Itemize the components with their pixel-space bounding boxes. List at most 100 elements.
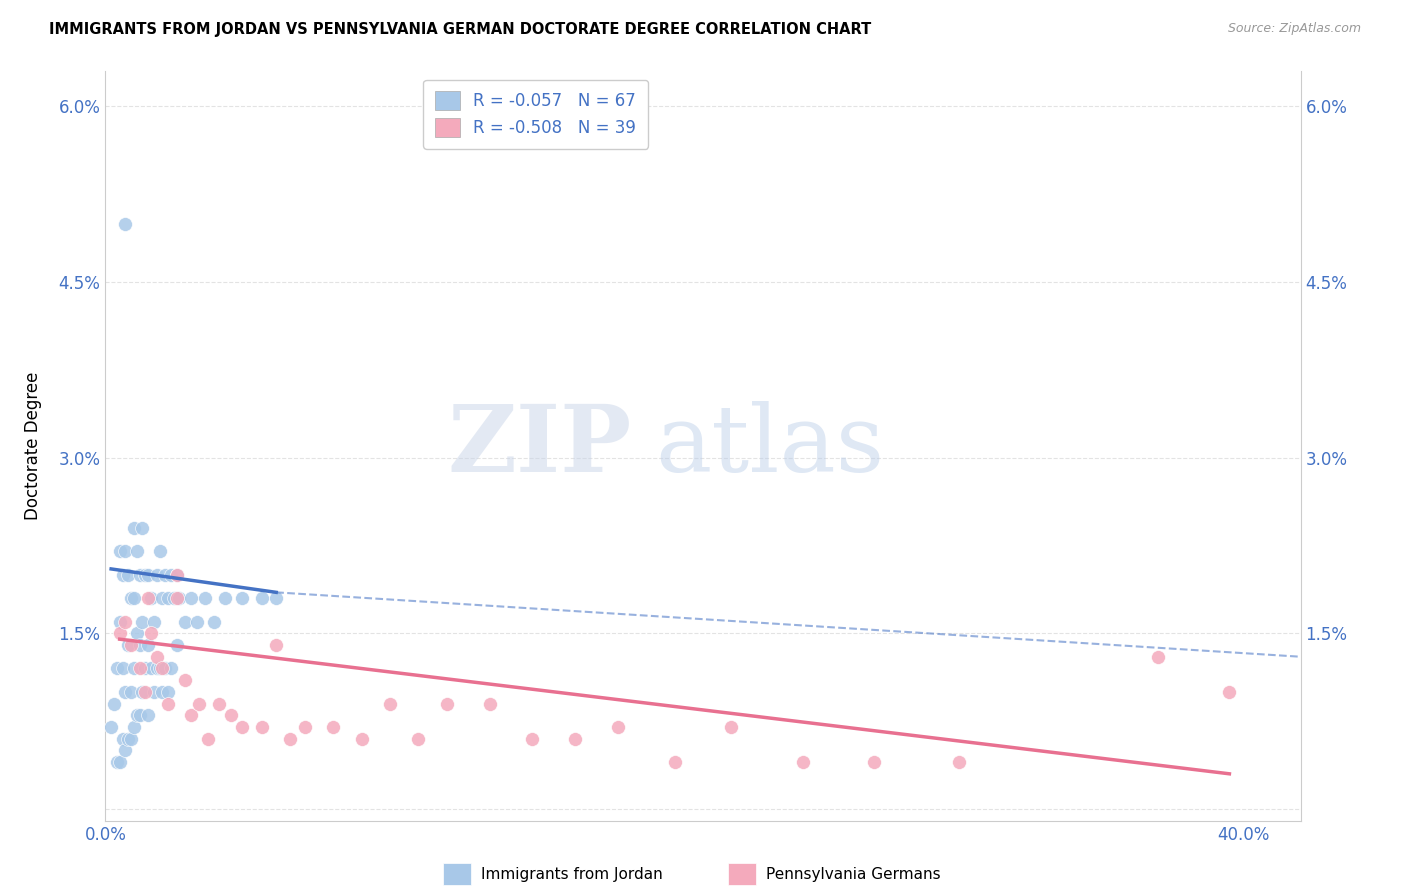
Point bbox=[117, 731, 139, 746]
Point bbox=[157, 697, 180, 711]
Point bbox=[180, 591, 202, 606]
Point bbox=[250, 591, 273, 606]
Point bbox=[131, 615, 153, 629]
Point bbox=[108, 544, 131, 558]
Point bbox=[294, 720, 316, 734]
Point bbox=[408, 731, 430, 746]
Point bbox=[250, 720, 273, 734]
Point bbox=[108, 755, 131, 769]
Point bbox=[188, 697, 211, 711]
Point bbox=[214, 591, 236, 606]
Point bbox=[139, 591, 162, 606]
Point bbox=[117, 567, 139, 582]
Point bbox=[150, 591, 173, 606]
Point bbox=[114, 217, 136, 231]
Point bbox=[105, 661, 128, 675]
Point bbox=[322, 720, 344, 734]
Text: Source: ZipAtlas.com: Source: ZipAtlas.com bbox=[1227, 22, 1361, 36]
Point bbox=[142, 685, 165, 699]
Point bbox=[160, 567, 183, 582]
Point bbox=[128, 638, 150, 652]
Point bbox=[378, 697, 401, 711]
Point bbox=[169, 591, 191, 606]
Point bbox=[108, 626, 131, 640]
Text: ZIP: ZIP bbox=[447, 401, 631, 491]
Point bbox=[219, 708, 242, 723]
Point bbox=[120, 591, 142, 606]
Point bbox=[145, 649, 167, 664]
Point bbox=[664, 755, 686, 769]
Point bbox=[862, 755, 884, 769]
Point bbox=[128, 567, 150, 582]
Point bbox=[114, 685, 136, 699]
Point bbox=[174, 615, 197, 629]
Point bbox=[436, 697, 458, 711]
Point bbox=[231, 720, 253, 734]
Point bbox=[157, 685, 180, 699]
Point bbox=[197, 731, 219, 746]
Point bbox=[166, 567, 188, 582]
Point bbox=[117, 638, 139, 652]
Legend: R = -0.057   N = 67, R = -0.508   N = 39: R = -0.057 N = 67, R = -0.508 N = 39 bbox=[423, 79, 648, 149]
Point bbox=[180, 708, 202, 723]
Point bbox=[564, 731, 586, 746]
Point bbox=[122, 720, 145, 734]
Point bbox=[792, 755, 814, 769]
Point bbox=[136, 567, 159, 582]
Point bbox=[105, 755, 128, 769]
Point bbox=[194, 591, 217, 606]
Point bbox=[139, 626, 162, 640]
Point bbox=[134, 567, 156, 582]
Point bbox=[103, 697, 125, 711]
Point bbox=[150, 661, 173, 675]
Text: Pennsylvania Germans: Pennsylvania Germans bbox=[766, 867, 941, 881]
Point bbox=[155, 661, 177, 675]
Point bbox=[145, 661, 167, 675]
Point bbox=[111, 731, 134, 746]
Point bbox=[166, 638, 188, 652]
Point bbox=[606, 720, 628, 734]
Point bbox=[114, 544, 136, 558]
Point bbox=[100, 720, 122, 734]
Text: Immigrants from Jordan: Immigrants from Jordan bbox=[481, 867, 662, 881]
Point bbox=[111, 567, 134, 582]
Point bbox=[948, 755, 970, 769]
Point bbox=[720, 720, 742, 734]
Point bbox=[1147, 649, 1170, 664]
Point bbox=[186, 615, 208, 629]
Point bbox=[120, 638, 142, 652]
Point bbox=[148, 544, 170, 558]
Point bbox=[122, 521, 145, 535]
Point bbox=[166, 591, 188, 606]
Point bbox=[208, 697, 231, 711]
Point bbox=[131, 685, 153, 699]
Point bbox=[202, 615, 225, 629]
Point bbox=[134, 661, 156, 675]
Point bbox=[114, 743, 136, 757]
Point bbox=[134, 685, 156, 699]
Point bbox=[522, 731, 544, 746]
Point bbox=[478, 697, 501, 711]
Point bbox=[136, 708, 159, 723]
Point bbox=[160, 661, 183, 675]
Point bbox=[155, 567, 177, 582]
Text: atlas: atlas bbox=[655, 401, 884, 491]
Point bbox=[128, 708, 150, 723]
Y-axis label: Doctorate Degree: Doctorate Degree bbox=[24, 372, 42, 520]
Point bbox=[125, 544, 148, 558]
Point bbox=[150, 685, 173, 699]
Point bbox=[114, 615, 136, 629]
Point bbox=[163, 591, 186, 606]
Point bbox=[122, 591, 145, 606]
Text: IMMIGRANTS FROM JORDAN VS PENNSYLVANIA GERMAN DOCTORATE DEGREE CORRELATION CHART: IMMIGRANTS FROM JORDAN VS PENNSYLVANIA G… bbox=[49, 22, 872, 37]
Point bbox=[350, 731, 373, 746]
Point bbox=[139, 661, 162, 675]
Point bbox=[174, 673, 197, 688]
Point bbox=[148, 661, 170, 675]
Point bbox=[128, 661, 150, 675]
Point bbox=[142, 615, 165, 629]
Point bbox=[231, 591, 253, 606]
Point bbox=[145, 567, 167, 582]
Point bbox=[136, 638, 159, 652]
Point bbox=[264, 638, 287, 652]
